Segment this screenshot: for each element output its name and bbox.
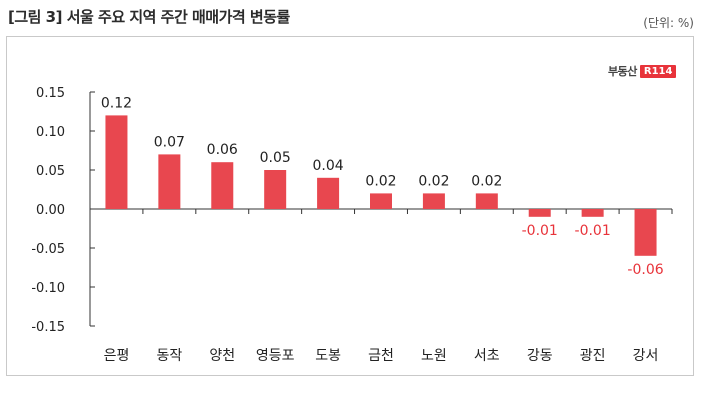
bar	[317, 177, 340, 209]
bar	[370, 193, 392, 209]
brand-logo-text: 부동산	[608, 65, 637, 78]
y-tick-label: -0.15	[31, 320, 65, 335]
brand-logo-badge: R114	[639, 64, 677, 78]
y-tick-label: -0.05	[31, 242, 65, 257]
data-label: 0.04	[313, 158, 344, 174]
category-label: 도봉	[315, 348, 341, 364]
data-label: 0.02	[365, 173, 396, 189]
data-label: 0.12	[101, 95, 132, 111]
category-label: 강서	[633, 348, 659, 364]
bar	[105, 115, 128, 209]
category-label: 서초	[474, 348, 500, 364]
y-tick-label: 0.15	[36, 86, 65, 101]
unit-label: (단위: %)	[643, 16, 694, 30]
category-label: 노원	[421, 348, 447, 364]
bar	[634, 209, 657, 256]
y-tick-label: -0.10	[31, 281, 65, 296]
y-tick-label: 0.10	[36, 125, 65, 140]
data-label: -0.01	[522, 223, 558, 239]
brand-logo: 부동산 R114	[608, 62, 677, 80]
data-label: -0.06	[627, 262, 663, 278]
data-label: -0.01	[575, 223, 611, 239]
bar	[264, 170, 287, 209]
bar	[528, 209, 551, 217]
data-label: 0.02	[418, 173, 449, 189]
category-label: 은평	[104, 348, 130, 364]
data-label: 0.05	[260, 150, 291, 166]
y-tick-label: 0.05	[36, 164, 65, 179]
category-label: 영등포	[256, 348, 295, 364]
chart-title: [그림 3] 서울 주요 지역 주간 매매가격 변동률	[8, 8, 290, 26]
category-label: 강동	[527, 348, 553, 364]
category-label: 광진	[580, 348, 606, 364]
bar	[581, 209, 604, 217]
y-tick-label: 0.00	[36, 203, 65, 218]
bar	[422, 193, 445, 209]
data-label: 0.07	[154, 134, 185, 150]
bar	[475, 193, 498, 209]
category-label: 동작	[156, 348, 182, 364]
category-label: 금천	[368, 348, 394, 364]
bar	[158, 154, 181, 209]
bar	[211, 162, 234, 209]
data-label: 0.06	[207, 142, 238, 158]
data-label: 0.02	[471, 173, 502, 189]
category-label: 양천	[209, 348, 235, 364]
